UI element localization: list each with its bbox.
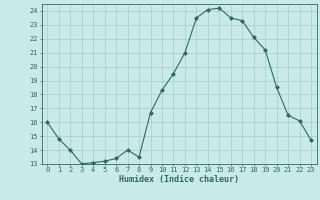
- X-axis label: Humidex (Indice chaleur): Humidex (Indice chaleur): [119, 175, 239, 184]
